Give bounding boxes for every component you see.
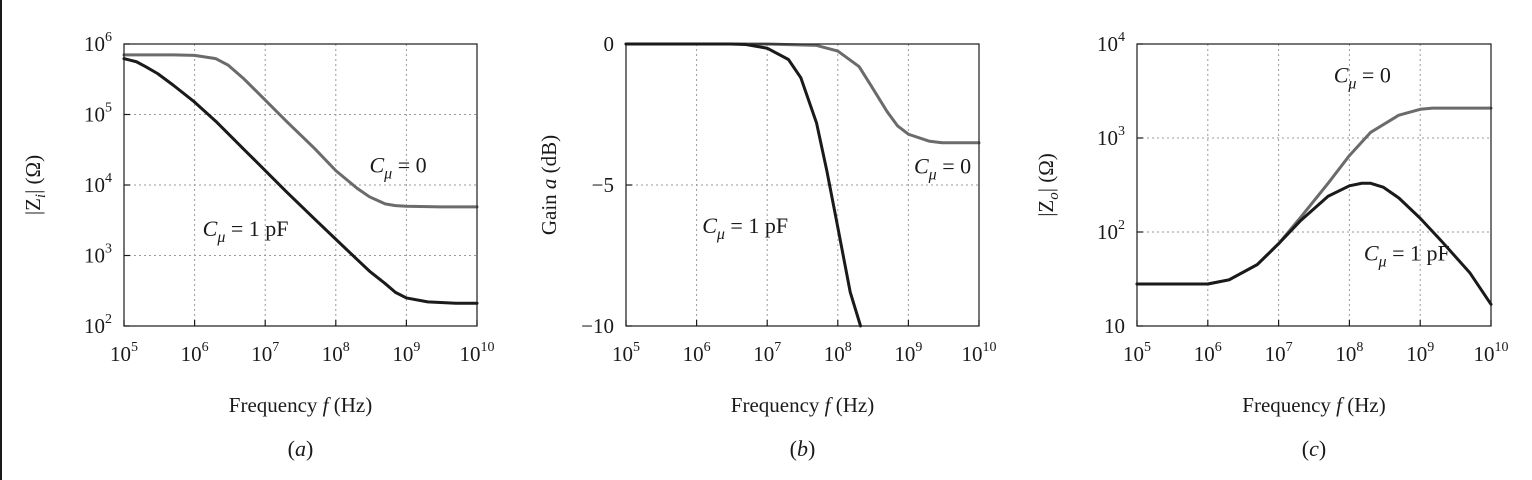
x-axis-label: Frequency f (Hz) [229, 393, 372, 417]
series-annotation-c-mu-1pf: Cμ = 1 pF [702, 213, 788, 243]
panel-label: (c) [1302, 436, 1326, 461]
y-tick-label: 10 [1104, 314, 1125, 338]
x-tick-label: 106 [1194, 340, 1222, 366]
y-tick-label: −10 [581, 314, 614, 338]
series-line-c-mu-1pf [122, 57, 479, 305]
chart-panel-b: 105 106 107 108 109 1010 0 −5 −10 Frequency f (Hz… [537, 32, 997, 461]
series-annotation-c-mu-1pf: Cμ = 1 pF [1364, 240, 1450, 270]
series-line-c-mu-0 [624, 42, 981, 145]
chart-panel-c: 105 106 107 108 109 101010102103104Frequency … [1034, 30, 1509, 461]
y-axis-label: Gain a (dB) [537, 135, 561, 235]
y-axis-label: |Zo| (Ω) [1034, 153, 1062, 217]
series-line-c-mu-1pf [1135, 181, 1493, 306]
x-tick-label: 109 [392, 340, 420, 366]
series-annotation-c-mu-0: Cμ = 0 [369, 153, 426, 183]
x-tick-label: 107 [251, 340, 279, 366]
x-tick-label: 109 [894, 340, 922, 366]
x-tick-label: 105 [110, 340, 138, 366]
x-tick-label: 109 [1406, 340, 1434, 366]
x-tick-label: 108 [1335, 340, 1363, 366]
x-tick-label: 107 [753, 340, 781, 366]
x-tick-label: 106 [683, 340, 711, 366]
series-annotation-c-mu-0: Cμ = 0 [1334, 62, 1391, 92]
x-tick-label: 1010 [962, 340, 997, 366]
x-tick-label: 1010 [1474, 340, 1509, 366]
x-tick-label: 106 [181, 340, 209, 366]
y-tick-label: 0 [604, 32, 615, 56]
x-tick-label: 108 [824, 340, 852, 366]
chart-panel-a: 105 106 107 108 109 1010 102 103 104 105 106 Freque… [21, 30, 495, 461]
x-axis-label: Frequency f (Hz) [731, 393, 874, 417]
x-tick-label: 105 [1123, 340, 1151, 366]
x-tick-label: 108 [322, 340, 350, 366]
y-tick-label: 102 [84, 312, 112, 338]
x-tick-label: 105 [612, 340, 640, 366]
y-tick-label: 106 [84, 30, 112, 56]
y-tick-label: 103 [1097, 124, 1125, 150]
series-line-c-mu-0 [122, 53, 479, 209]
y-tick-label: 104 [84, 171, 112, 197]
panel-label: (a) [288, 436, 314, 461]
x-axis-label: Frequency f (Hz) [1242, 393, 1385, 417]
x-tick-label: 1010 [460, 340, 495, 366]
y-tick-label: 103 [84, 242, 112, 268]
panel-label: (b) [790, 436, 816, 461]
y-tick-label: −5 [592, 173, 614, 197]
series-annotation-c-mu-1pf: Cμ = 1 pF [203, 216, 289, 246]
y-tick-label: 102 [1097, 218, 1125, 244]
y-axis-label: |Zi| (Ω) [21, 155, 49, 215]
y-tick-label: 105 [84, 101, 112, 127]
x-tick-label: 107 [1265, 340, 1293, 366]
y-tick-label: 104 [1097, 30, 1125, 56]
plot-frame [1136, 43, 1492, 327]
series-annotation-c-mu-0: Cμ = 0 [914, 154, 971, 184]
